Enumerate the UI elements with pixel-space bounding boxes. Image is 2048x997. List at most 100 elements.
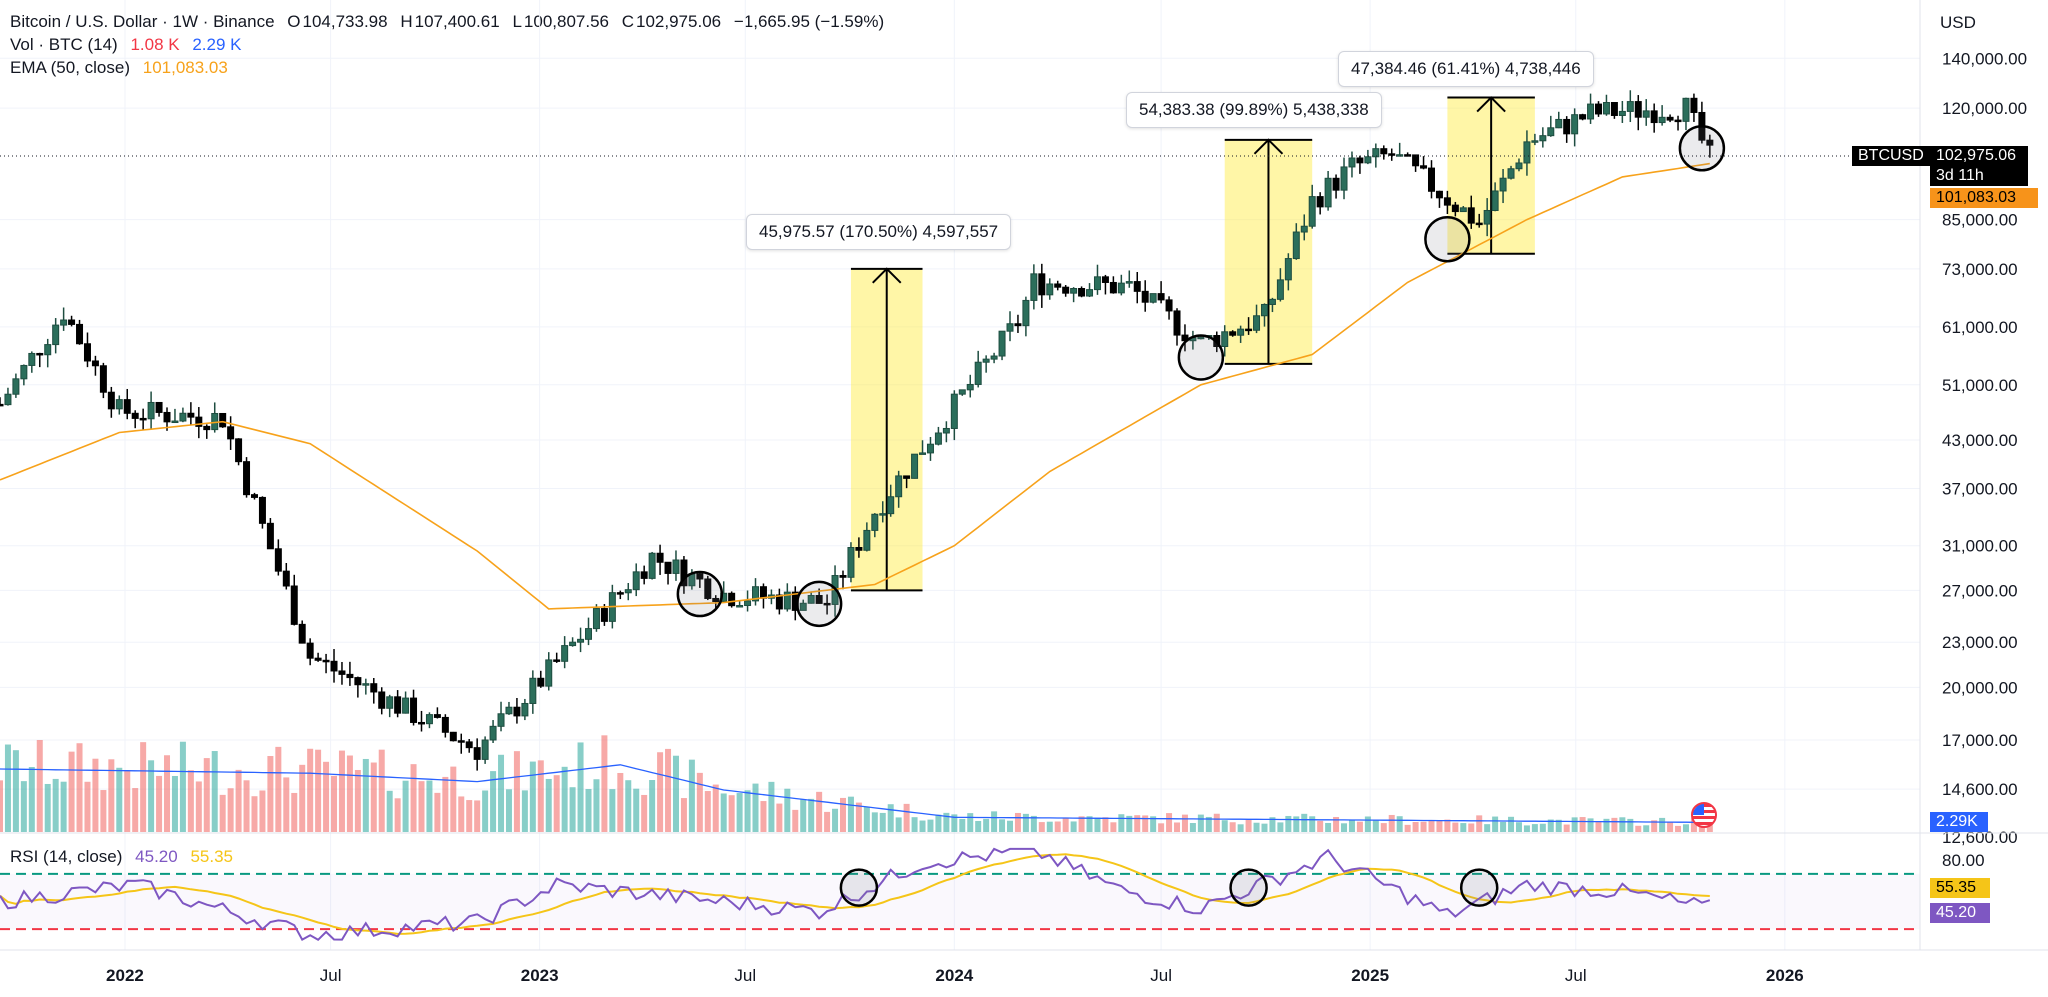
- volume-bar: [784, 788, 791, 832]
- volume-bar: [187, 770, 194, 832]
- candle-body: [1093, 276, 1101, 291]
- currency-selector[interactable]: USD: [1940, 13, 1976, 32]
- candle-body: [449, 731, 457, 742]
- volume-bar: [1237, 824, 1244, 832]
- candle-body: [139, 417, 147, 421]
- candle-body: [1268, 298, 1276, 305]
- y-tick-label: 61,000.00: [1942, 318, 2018, 337]
- measurement-label-3: 47,384.46 (61.41%) 4,738,446: [1338, 51, 1594, 87]
- volume-bar: [1444, 819, 1451, 832]
- y-tick-label: 73,000.00: [1942, 260, 2018, 279]
- candle-body: [1237, 328, 1245, 336]
- volume-bar: [1682, 824, 1689, 832]
- volume-bar: [100, 790, 107, 832]
- candle-body: [1459, 207, 1467, 213]
- candle-body: [1420, 165, 1428, 169]
- volume-bar: [768, 781, 775, 832]
- volume-bar: [203, 758, 210, 832]
- volume-bar: [712, 784, 719, 832]
- volume-bar: [1563, 824, 1570, 832]
- candle-body: [1197, 336, 1205, 340]
- candle-body: [107, 391, 115, 410]
- candle-body: [1539, 135, 1547, 142]
- volume-bar: [426, 780, 433, 832]
- candle-body: [1483, 209, 1491, 225]
- volume-bar: [1213, 813, 1220, 832]
- candle-body: [60, 319, 68, 326]
- volume-bar: [1659, 817, 1666, 832]
- candle-body: [394, 696, 402, 714]
- volume-bar: [346, 755, 353, 832]
- candle-body: [68, 319, 76, 325]
- volume-bar: [720, 793, 727, 832]
- candle-body: [672, 559, 680, 574]
- candle-body: [1515, 162, 1523, 170]
- candle-body: [847, 547, 855, 578]
- volume-bar: [490, 771, 497, 832]
- volume-bar: [132, 788, 139, 832]
- symbol-tag: BTCUSD: [1852, 146, 1930, 166]
- candle-body: [879, 513, 887, 516]
- volume-bar: [1038, 822, 1045, 832]
- candle-body: [1308, 196, 1316, 227]
- y-tick-label: 51,000.00: [1942, 376, 2018, 395]
- volume-bar: [672, 755, 679, 832]
- volume-bar: [1301, 813, 1308, 832]
- volume-bar: [1651, 820, 1658, 832]
- candle-body: [330, 660, 338, 672]
- candle-body: [346, 673, 354, 679]
- candle-body: [1030, 273, 1038, 301]
- candle-body: [497, 713, 505, 727]
- candle-body: [1078, 288, 1086, 297]
- volume-bar: [513, 751, 520, 832]
- high-value: 107,400.61: [414, 12, 500, 31]
- candle-body: [664, 561, 672, 574]
- candle-body: [926, 443, 934, 454]
- y-tick-label: 140,000.00: [1942, 49, 2027, 68]
- ema-tag: 101,083.03: [1930, 188, 2038, 208]
- volume-bar: [307, 748, 314, 832]
- volume-bar: [577, 742, 584, 832]
- volume-bar: [680, 798, 687, 832]
- y-tick-label: 37,000.00: [1942, 480, 2018, 499]
- volume-bar: [164, 755, 171, 832]
- candle-body: [1133, 281, 1141, 292]
- candle-body: [433, 714, 441, 718]
- volume-bar: [108, 759, 115, 832]
- candle-body: [1626, 101, 1634, 112]
- candle-body: [1284, 258, 1292, 281]
- volume-bar: [1150, 816, 1157, 832]
- volume-bar: [1380, 823, 1387, 832]
- volume-bar: [736, 793, 743, 832]
- volume-bar: [1452, 822, 1459, 832]
- us-flag-icon[interactable]: [1691, 802, 1717, 828]
- candle-body: [362, 683, 370, 686]
- volume-bar: [1619, 817, 1626, 832]
- volume-bar: [12, 750, 19, 832]
- volume-bar: [1492, 816, 1499, 832]
- volume-bar: [879, 812, 886, 832]
- candle-body: [1618, 110, 1626, 116]
- volume-bar: [1468, 823, 1475, 832]
- volume-bar: [625, 780, 632, 832]
- candle-body: [505, 706, 513, 715]
- volume-bar: [354, 769, 361, 832]
- volume-bar: [657, 752, 664, 832]
- candle-body: [1125, 281, 1133, 284]
- highlight-circle: [676, 570, 724, 618]
- candle-body: [1579, 114, 1587, 120]
- candle-body: [585, 628, 593, 640]
- candle-body: [839, 575, 847, 578]
- candle-body: [1499, 177, 1507, 192]
- volume-bar: [760, 801, 767, 832]
- volume-bar: [1364, 816, 1371, 832]
- candle-body: [704, 578, 712, 599]
- volume-bar: [4, 744, 11, 832]
- candle-body: [28, 352, 36, 366]
- candle-body: [473, 747, 481, 760]
- volume-bar: [903, 803, 910, 832]
- candle-body: [378, 691, 386, 709]
- volume-bar: [235, 769, 242, 832]
- volume-bar: [1508, 816, 1515, 832]
